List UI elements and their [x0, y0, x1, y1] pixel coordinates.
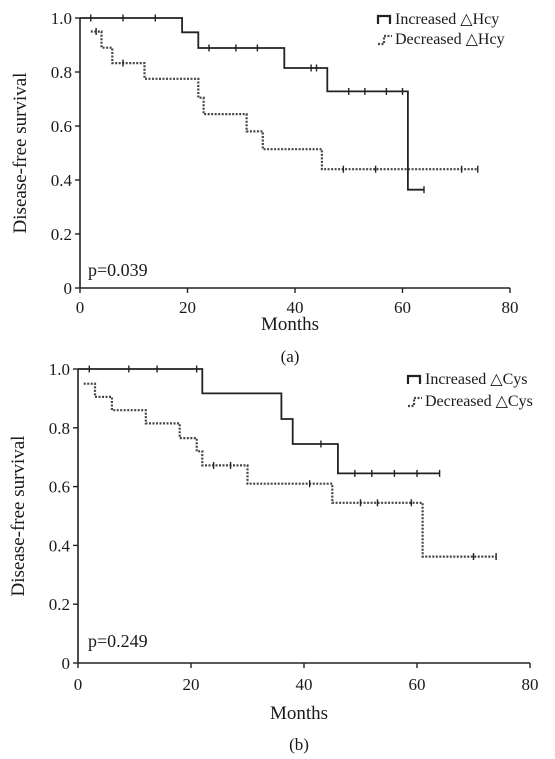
- increased-series-line: [80, 17, 424, 191]
- legend-label: Decreased △Cys: [425, 393, 533, 410]
- x-tick-label: 40: [287, 298, 304, 317]
- panel-b: 0 0.2 0.4 0.6 0.8 1.0 0 20 40 60 80 Months Disease-f…: [8, 360, 539, 754]
- y-axis-label: Disease-free survival: [8, 436, 29, 597]
- panel-a: 0 0.2 0.4 0.6 0.8 1.0 0 20 40 60 80 Months Disease-f…: [10, 9, 519, 366]
- legend-label: Increased △Hcy: [395, 11, 499, 28]
- y-tick-label: 1.0: [51, 9, 72, 28]
- y-tick-label: 1.0: [49, 360, 70, 379]
- x-tick-label: 20: [183, 675, 200, 694]
- p-value-annotation: p=0.039: [88, 260, 148, 280]
- legend-item: Increased △Cys: [406, 371, 528, 388]
- x-axis-label: Months: [270, 703, 328, 724]
- y-tick-label: 0.2: [51, 225, 72, 244]
- x-axis-label: Months: [261, 314, 319, 335]
- x-tick-label: 80: [522, 675, 539, 694]
- y-tick-label: 0.8: [51, 63, 72, 82]
- y-tick-label: 0: [62, 654, 71, 673]
- y-tick-label: 0.6: [49, 478, 70, 497]
- increased-series-line: [78, 368, 440, 475]
- x-tick-label: 0: [76, 298, 85, 317]
- x-tick-label: 80: [502, 298, 519, 317]
- x-tick-label: 60: [394, 298, 411, 317]
- legend-swatch: [376, 14, 392, 24]
- y-axis-label: Disease-free survival: [10, 73, 31, 234]
- decreased-series-line: [83, 382, 497, 558]
- legend-swatch: [378, 34, 392, 46]
- x-tick-label: 20: [179, 298, 196, 317]
- p-value-annotation: p=0.249: [88, 631, 148, 651]
- y-tick-label: 0.6: [51, 117, 72, 136]
- y-tick-label: 0.4: [49, 536, 71, 555]
- panel-caption: (b): [289, 735, 309, 754]
- y-tick-label: 0.2: [49, 595, 70, 614]
- decreased-series-line: [90, 30, 478, 171]
- legend-item: Decreased △Hcy: [378, 31, 505, 48]
- y-tick-label: 0.8: [49, 419, 70, 438]
- x-tick-label: 0: [74, 675, 83, 694]
- legend-label: Decreased △Hcy: [395, 31, 505, 48]
- y-tick-label: 0: [64, 279, 73, 298]
- legend-swatch: [406, 374, 422, 384]
- legend-item: Decreased △Cys: [408, 393, 533, 410]
- panel-caption: (a): [281, 347, 300, 366]
- x-tick-label: 40: [296, 675, 313, 694]
- legend-label: Increased △Cys: [425, 371, 528, 388]
- legend-swatch: [408, 396, 422, 408]
- x-tick-label: 60: [409, 675, 426, 694]
- legend-item: Increased △Hcy: [376, 11, 499, 28]
- y-tick-label: 0.4: [51, 171, 73, 190]
